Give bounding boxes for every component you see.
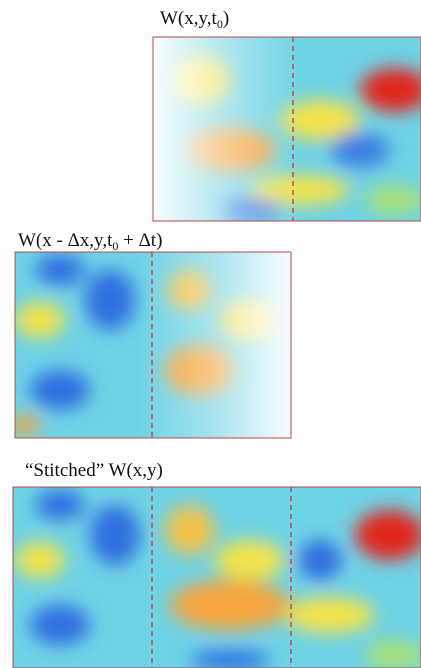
- heatmap: [13, 487, 421, 668]
- heatmap: [153, 37, 421, 222]
- figure: W(x,y,t0) W(x - Δx,y,t0 + Δt): [0, 0, 421, 668]
- heatmap: [10, 252, 291, 438]
- panel-title: W(x,y,t0): [160, 8, 229, 31]
- panel-title: “Stitched” W(x,y): [25, 460, 163, 481]
- panel-title: W(x - Δx,y,t0 + Δt): [18, 230, 162, 253]
